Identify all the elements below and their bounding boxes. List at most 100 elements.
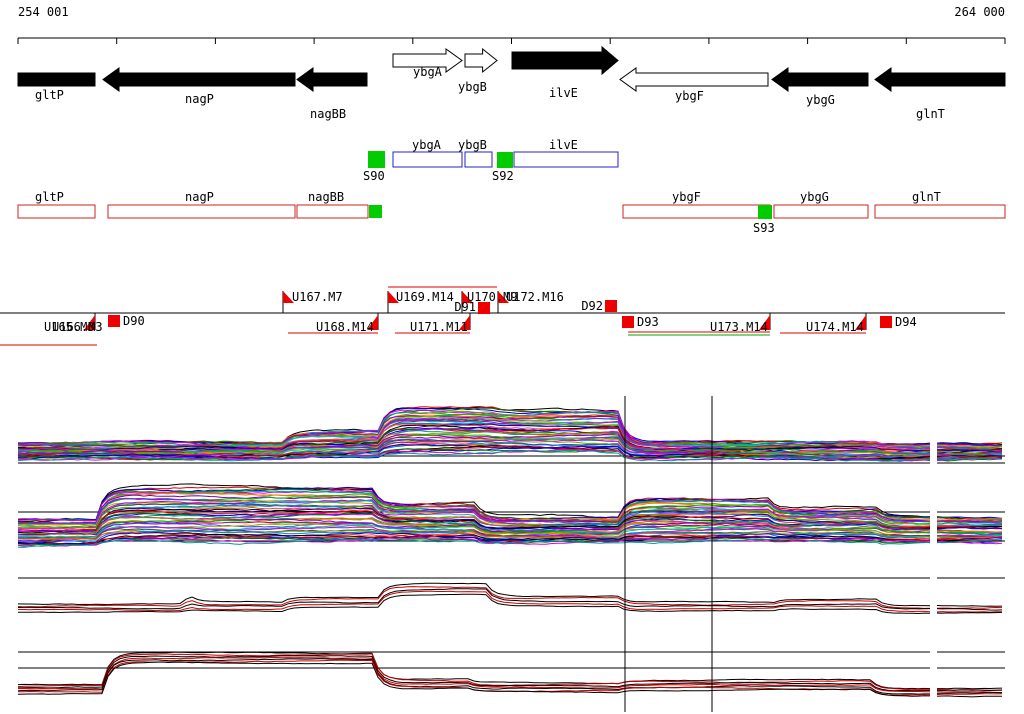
operon-track (17, 204, 1006, 219)
gene-annotation-track (17, 45, 1006, 92)
operon-box-gltP[interactable] (17, 204, 96, 219)
signal-line (17, 658, 1003, 695)
site-label-S93: S93 (753, 221, 775, 235)
probe-flag-down-U173.M14[interactable] (759, 315, 770, 330)
probe-flag-up-U167.M7[interactable] (283, 291, 294, 303)
gene-label-ybgG: ybgG (806, 93, 835, 107)
dmark-label-D90: D90 (123, 314, 145, 328)
deletion-mark-D91[interactable] (478, 302, 490, 314)
binding-site-S92[interactable] (497, 152, 513, 168)
signal-line (17, 519, 1003, 539)
gene-ybgG[interactable] (771, 67, 869, 92)
transcript-box-ybgA[interactable] (392, 151, 463, 168)
probe-flag-down-U168.M14[interactable] (367, 315, 378, 330)
signal-line (17, 536, 1003, 546)
signal-line (17, 407, 1003, 447)
gene-ybgB[interactable] (464, 47, 498, 74)
operon-box-label-gltP: gltP (35, 190, 64, 204)
operon-box-label-ybgF: ybgF (672, 190, 701, 204)
operon-box-ybgG[interactable] (773, 204, 869, 219)
probe-flag-down-U174.M14[interactable] (855, 315, 866, 330)
signal-line (17, 590, 1003, 613)
signal-line (17, 449, 1003, 462)
probe-label-U174.M14: U174.M14 (806, 320, 864, 334)
signal-line (18, 593, 1003, 615)
signal-line (17, 588, 1003, 611)
signal-line (17, 661, 1002, 698)
site-label-S90: S90 (363, 169, 385, 183)
operon-box-ybgF[interactable] (622, 204, 771, 219)
deletion-mark-D93[interactable] (622, 316, 634, 328)
probe-label-U168.M14: U168.M14 (316, 320, 374, 334)
deletion-mark-D92[interactable] (605, 300, 617, 312)
operon-box-label-nagP: nagP (185, 190, 214, 204)
probe-flag-down-U171.M11[interactable] (459, 315, 470, 330)
signal-line (17, 536, 1003, 547)
gene-label-glnT: glnT (916, 107, 945, 121)
signal-line (17, 433, 1002, 457)
operon-box-glnT[interactable] (874, 204, 1006, 219)
operon-box-label-nagBB: nagBB (308, 190, 344, 204)
probe-signal-track-1 (17, 405, 1005, 464)
signal-line (17, 534, 1003, 545)
probe-label-overlapped: U165.M3 (44, 320, 95, 334)
probe-flag-up-U172.M16[interactable] (498, 291, 509, 303)
signal-line (17, 448, 1003, 462)
binding-site-S90[interactable] (368, 151, 385, 168)
gene-label-nagBB: nagBB (310, 107, 346, 121)
deletion-mark-D94[interactable] (880, 316, 892, 328)
signal-line (17, 497, 1003, 525)
probe-label-U170.M9: U170.M9 (467, 290, 518, 304)
gene-ybgF[interactable] (619, 67, 769, 92)
probe-label-U169.M14: U169.M14 (396, 290, 454, 304)
gene-glnT[interactable] (874, 67, 1006, 92)
dmark-label-D94: D94 (895, 315, 917, 329)
signal-line (17, 510, 1002, 533)
probe-marker-track (0, 286, 1005, 346)
gene-nagBB[interactable] (296, 67, 368, 92)
binding-site[interactable] (369, 205, 382, 218)
ruler-start-label: 254 001 (18, 5, 69, 19)
gene-gltP[interactable] (17, 72, 96, 87)
probe-flag-up-U170.M9[interactable] (462, 291, 473, 303)
probe-label-U172.M16: U172.M16 (506, 290, 564, 304)
dmark-label-D93: D93 (637, 315, 659, 329)
signal-line (17, 651, 1003, 690)
signal-line (17, 537, 1003, 546)
transcript-box-ilvE[interactable] (513, 151, 619, 168)
dmark-label-D92: D92 (581, 299, 603, 313)
signal-line (18, 514, 1002, 536)
probe-flag-up-U169.M14[interactable] (388, 291, 399, 303)
gene-label-ybgB: ybgB (458, 80, 487, 94)
probe-label-U171.M11: U171.M11 (410, 320, 468, 334)
gene-ilvE[interactable] (511, 45, 619, 76)
gene-label-ilvE: ilvE (549, 86, 578, 100)
operon-box-nagBB[interactable] (296, 204, 369, 219)
missing-data-gap (930, 396, 937, 712)
signal-line (17, 423, 1003, 454)
deletion-mark-D90[interactable] (108, 315, 120, 327)
summary-signal-track-3 (17, 577, 1005, 615)
signal-line (17, 533, 1003, 545)
dmark-label-D91: D91 (454, 300, 476, 314)
signal-line (17, 500, 1003, 530)
transcript-track (368, 151, 619, 168)
gene-nagP[interactable] (102, 67, 296, 92)
gene-ybgA[interactable] (392, 48, 463, 73)
site-label-S92: S92 (492, 169, 514, 183)
transcript-box-ybgB[interactable] (464, 151, 493, 168)
gene-label-gltP: gltP (35, 88, 64, 102)
signal-line (17, 659, 1003, 696)
signal-line (17, 538, 1003, 548)
binding-site-S93[interactable] (758, 205, 772, 219)
gene-label-ybgA: ybgA (413, 65, 443, 79)
probe-flag-down[interactable] (84, 315, 95, 330)
operon-box-nagP[interactable] (107, 204, 296, 219)
ruler-end-label: 264 000 (954, 5, 1005, 19)
probe-label-overlapped: U166.M3 (52, 320, 103, 334)
signal-line (17, 655, 1002, 692)
signal-line (18, 656, 1003, 693)
probe-label-U173.M14: U173.M14 (710, 320, 768, 334)
